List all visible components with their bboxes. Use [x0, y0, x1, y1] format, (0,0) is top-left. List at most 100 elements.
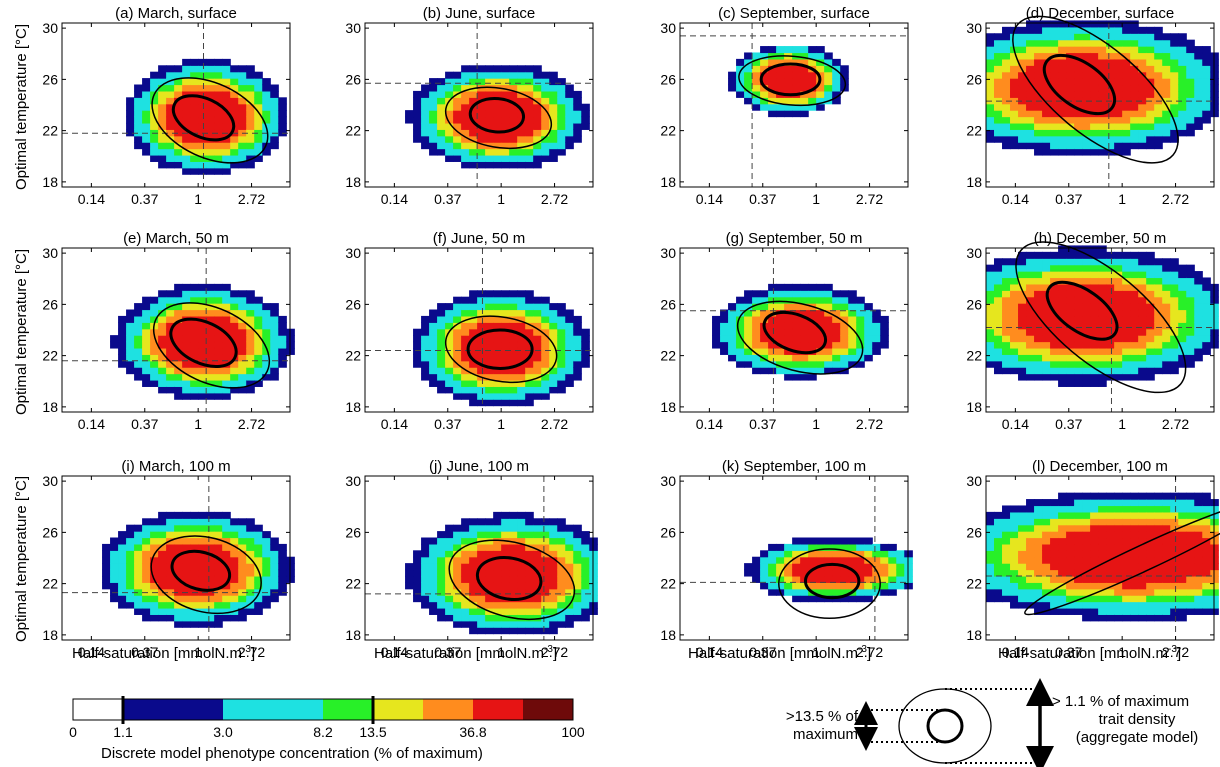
heatmap-cell	[1098, 367, 1107, 375]
heatmap-cell	[182, 78, 191, 86]
heatmap-cell	[1066, 78, 1075, 86]
heatmap-cell	[832, 303, 841, 311]
heatmap-cell	[1130, 135, 1139, 143]
heatmap-cell	[222, 543, 231, 551]
heatmap-cell	[792, 595, 801, 603]
heatmap-cell	[1010, 78, 1019, 86]
heatmap-cell	[994, 347, 1003, 355]
heatmap-cell	[469, 290, 478, 298]
heatmap-cell	[1018, 39, 1027, 47]
heatmap-cell	[1018, 341, 1027, 349]
heatmap-cell	[262, 135, 271, 143]
heatmap-cell	[1050, 20, 1059, 28]
heatmap-cell	[1018, 135, 1027, 143]
heatmap-cell	[864, 341, 873, 349]
heatmap-cell	[1122, 607, 1131, 615]
heatmap-cell	[166, 379, 175, 387]
heatmap-cell	[1002, 511, 1011, 519]
heatmap-cell	[429, 379, 438, 387]
heatmap-cell	[565, 537, 574, 545]
heatmap-cell	[437, 97, 446, 105]
heatmap-cell	[792, 283, 801, 291]
heatmap-cell	[126, 354, 135, 362]
heatmap-cell	[1010, 110, 1019, 118]
heatmap-cell	[198, 595, 207, 603]
heatmap-cell	[1202, 283, 1211, 291]
heatmap-cell	[824, 78, 833, 86]
heatmap-cell	[1018, 97, 1027, 105]
heatmap-cell	[1186, 582, 1195, 590]
heatmap-cell	[1106, 110, 1115, 118]
heatmap-cell	[549, 601, 558, 609]
y-tick-label: 26	[42, 524, 58, 540]
heatmap-cell	[1026, 588, 1035, 596]
heatmap-cell	[493, 148, 502, 156]
heatmap-cell	[1186, 39, 1195, 47]
heatmap-cell	[1090, 354, 1099, 362]
heatmap-cell	[744, 309, 753, 317]
heatmap-cell	[525, 71, 534, 79]
heatmap-cell	[1074, 264, 1083, 272]
heatmap-cell	[1154, 135, 1163, 143]
heatmap-cell	[816, 90, 825, 98]
heatmap-cell	[150, 354, 159, 362]
heatmap-cell	[1002, 129, 1011, 137]
heatmap-cell	[198, 518, 207, 526]
heatmap-cell	[190, 296, 199, 304]
heatmap-cell	[1002, 122, 1011, 130]
heatmap-cell	[1186, 271, 1195, 279]
heatmap-cell	[1026, 543, 1035, 551]
heatmap-cell	[182, 620, 191, 628]
heatmap-cell	[214, 347, 223, 355]
heatmap-cell	[493, 556, 502, 564]
x-axis-label-col3: Half-saturation [mmolN.m-3]	[688, 644, 871, 662]
heatmap-cell	[1058, 354, 1067, 362]
heatmap-cell	[1138, 26, 1147, 34]
heatmap-cell	[238, 322, 247, 330]
heatmap-cell	[1210, 601, 1219, 609]
heatmap-cell	[174, 360, 183, 368]
heatmap-cell	[469, 110, 478, 118]
heatmap-cell	[469, 614, 478, 622]
heatmap-cell	[1202, 58, 1211, 66]
heatmap-cell	[230, 296, 239, 304]
heatmap-cell	[1082, 277, 1091, 285]
heatmap-cell	[824, 367, 833, 375]
heatmap-cell	[776, 58, 785, 66]
heatmap-cell	[190, 71, 199, 79]
heatmap-cell	[549, 386, 558, 394]
heatmap-cell	[1026, 505, 1035, 513]
x-tick-label: 2.72	[541, 416, 568, 432]
heatmap-cell	[198, 84, 207, 92]
heatmap-cell	[1114, 277, 1123, 285]
heatmap-cell	[752, 296, 761, 304]
heatmap-cell	[485, 627, 494, 635]
heatmap-cell	[262, 373, 271, 381]
heatmap-cell	[1162, 322, 1171, 330]
heatmap-cell	[461, 620, 470, 628]
x-tick-label: 2.72	[1162, 416, 1189, 432]
heatmap-cell	[1106, 328, 1115, 336]
heatmap-cell	[1154, 52, 1163, 60]
heatmap-cell	[1050, 78, 1059, 86]
heatmap-cell	[1010, 511, 1019, 519]
heatmap-cell	[872, 309, 881, 317]
heatmap-cell	[166, 116, 175, 124]
heatmap-cell	[840, 290, 849, 298]
heatmap-cell	[541, 543, 550, 551]
heatmap-cell	[230, 543, 239, 551]
heatmap-cell	[182, 122, 191, 130]
heatmap-cell	[856, 347, 865, 355]
heatmap-cell	[517, 392, 526, 400]
panel-title: (k) September, 100 m	[722, 458, 866, 475]
heatmap-cell	[720, 328, 729, 336]
heatmap-cell	[222, 135, 231, 143]
heatmap-cell	[429, 550, 438, 558]
heatmap-cell	[1202, 347, 1211, 355]
heatmap-cell	[166, 531, 175, 539]
heatmap-cell	[1122, 116, 1131, 124]
heatmap-cell	[1050, 499, 1059, 507]
heatmap-cell	[1170, 296, 1179, 304]
heatmap-cell	[1074, 354, 1083, 362]
heatmap-cell	[1130, 277, 1139, 285]
